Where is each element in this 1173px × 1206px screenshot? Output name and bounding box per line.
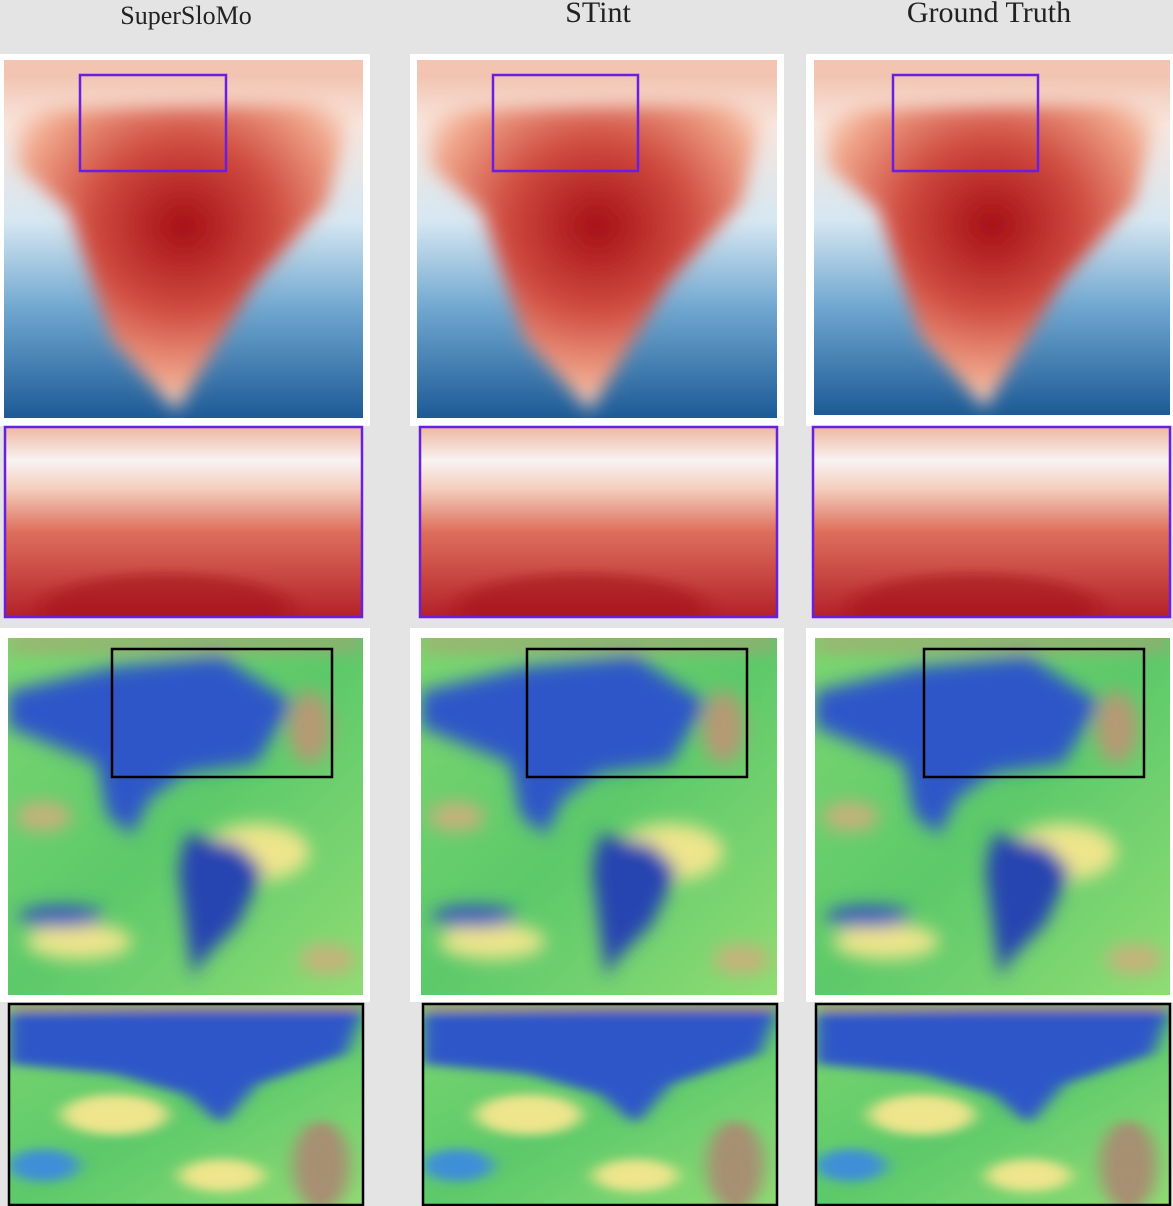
wind-map <box>421 638 777 995</box>
figure: SuperSloMo STint Ground Truth <box>0 0 1173 1206</box>
page: {"columns": ["SuperSloMo", "STint", "Gro… <box>0 0 1173 1206</box>
wind-map <box>815 638 1170 995</box>
temperature-map <box>417 60 777 418</box>
zoom-image <box>812 426 1171 643</box>
column-header: Ground Truth <box>907 0 1071 29</box>
column-header: STint <box>565 0 631 29</box>
zoom-image <box>4 426 363 643</box>
zoom-image <box>815 1003 1171 1206</box>
zoom-image <box>8 1003 364 1206</box>
zoom-image <box>419 426 778 643</box>
zoom-image <box>422 1003 778 1206</box>
temperature-map <box>814 60 1170 415</box>
wind-map <box>8 638 363 995</box>
temperature-map <box>4 60 363 418</box>
column-header: SuperSloMo <box>120 1 251 30</box>
